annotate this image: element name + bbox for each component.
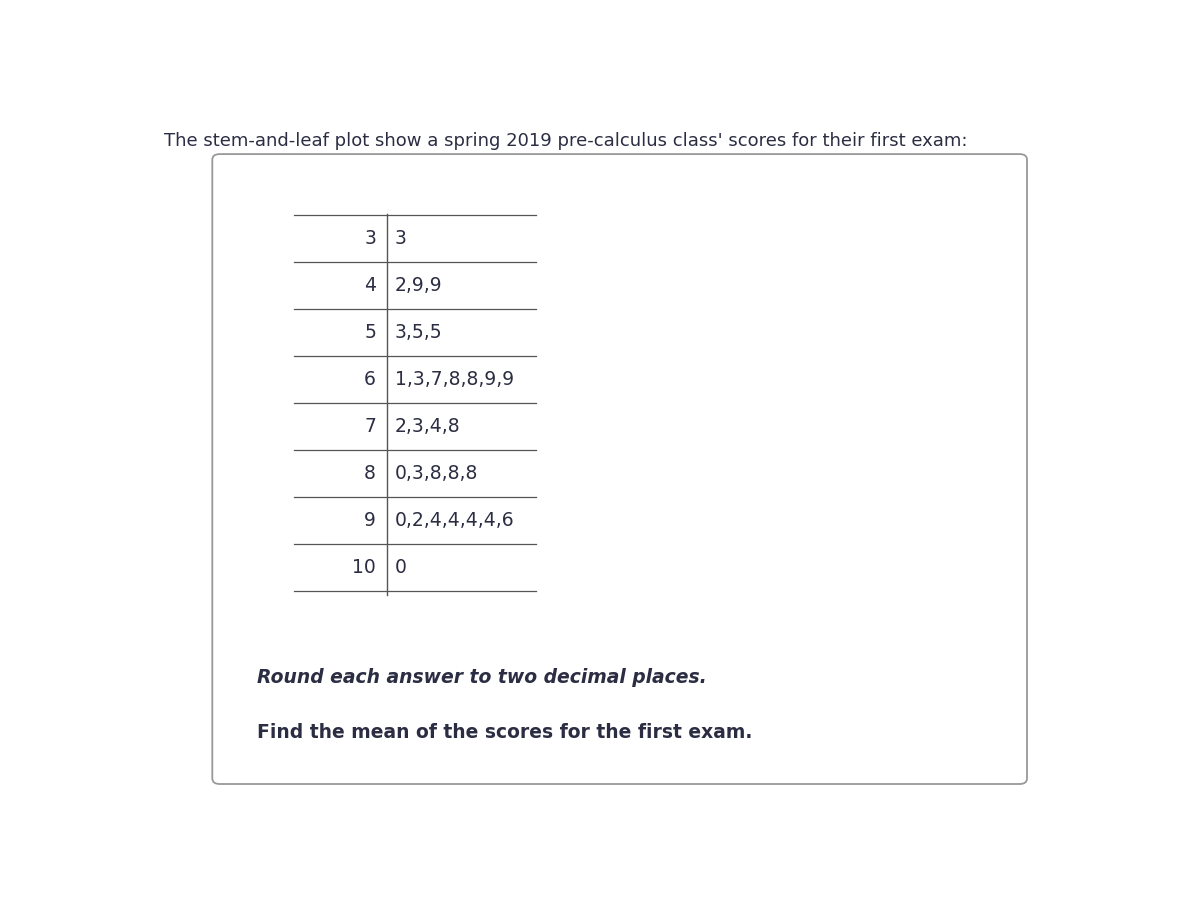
Text: 6: 6 bbox=[364, 370, 376, 389]
Text: 9: 9 bbox=[364, 511, 376, 530]
Text: The stem-and-leaf plot show a spring 2019 pre-calculus class' scores for their f: The stem-and-leaf plot show a spring 201… bbox=[164, 132, 967, 150]
Text: 3: 3 bbox=[364, 229, 376, 248]
Text: Find the mean of the scores for the first exam.: Find the mean of the scores for the firs… bbox=[257, 723, 752, 742]
Text: 3: 3 bbox=[395, 229, 407, 248]
Text: 4: 4 bbox=[364, 276, 376, 295]
Text: 0,3,8,8,8: 0,3,8,8,8 bbox=[395, 464, 478, 483]
Text: 8: 8 bbox=[364, 464, 376, 483]
Text: 0,2,4,4,4,4,6: 0,2,4,4,4,4,6 bbox=[395, 511, 515, 530]
FancyBboxPatch shape bbox=[212, 154, 1027, 784]
Text: 3,5,5: 3,5,5 bbox=[395, 323, 443, 342]
Text: 2,9,9: 2,9,9 bbox=[395, 276, 443, 295]
Text: 10: 10 bbox=[353, 558, 376, 577]
Text: Round each answer to two decimal places.: Round each answer to two decimal places. bbox=[257, 668, 707, 687]
Text: 1,3,7,8,8,9,9: 1,3,7,8,8,9,9 bbox=[395, 370, 514, 389]
Text: 0: 0 bbox=[395, 558, 407, 577]
Text: 7: 7 bbox=[364, 417, 376, 436]
Text: 5: 5 bbox=[364, 323, 376, 342]
Text: 2,3,4,8: 2,3,4,8 bbox=[395, 417, 461, 436]
